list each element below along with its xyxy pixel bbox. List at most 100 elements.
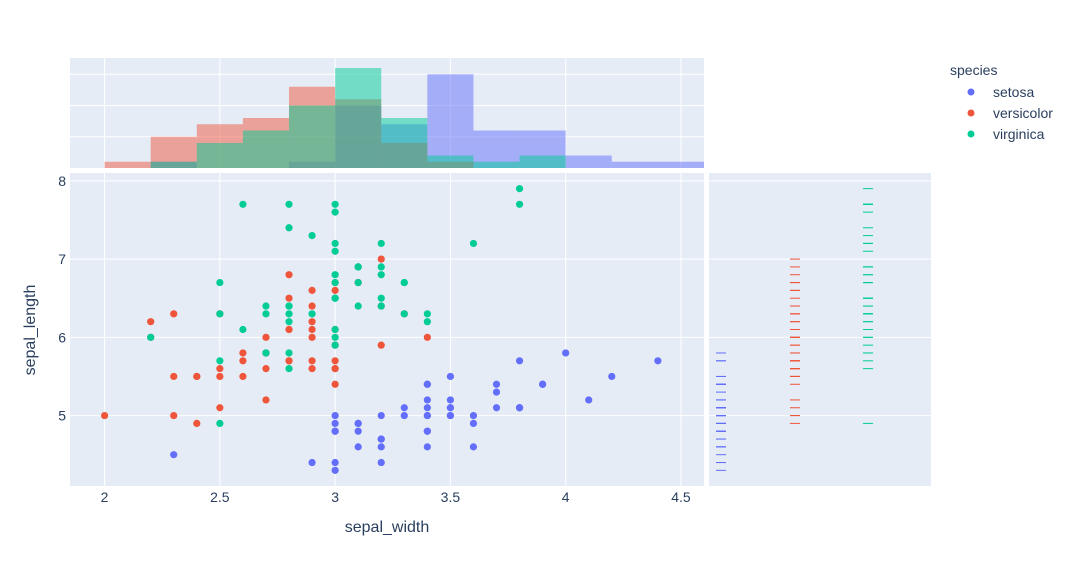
marginal-histogram: [104, 68, 704, 168]
scatter-plot-area: [70, 173, 704, 486]
point-virginica: [331, 239, 339, 248]
x-tick-label: 4.5: [671, 489, 691, 505]
histogram-bar-setosa: [657, 161, 704, 168]
point-versicolor: [331, 365, 339, 373]
point-setosa: [331, 458, 339, 467]
point-virginica: [354, 263, 362, 271]
histogram-bar-setosa: [611, 161, 658, 168]
point-virginica: [308, 310, 316, 318]
rug-plot-area: [709, 173, 931, 486]
point-virginica: [216, 278, 224, 287]
point-versicolor: [377, 341, 385, 349]
point-virginica: [216, 310, 224, 318]
point-virginica: [285, 318, 293, 326]
point-virginica: [331, 341, 339, 349]
x-tick-label: 4: [562, 489, 570, 505]
histogram-bar-versicolor: [104, 161, 151, 168]
histogram-bar-virginica: [427, 155, 474, 168]
point-virginica: [377, 294, 385, 302]
point-versicolor: [239, 372, 247, 381]
point-virginica: [354, 278, 362, 287]
point-setosa: [354, 443, 362, 451]
point-versicolor: [262, 333, 270, 341]
point-virginica: [331, 278, 339, 287]
point-setosa: [377, 435, 385, 443]
y-tick-label: 8: [58, 173, 66, 189]
point-setosa: [423, 396, 431, 404]
point-setosa: [539, 380, 547, 388]
histogram-bar-virginica: [519, 155, 566, 168]
point-setosa: [515, 404, 524, 412]
point-setosa: [400, 411, 408, 420]
y-axis-title: sepal_length: [22, 285, 39, 376]
point-setosa: [492, 388, 501, 396]
point-virginica: [216, 357, 224, 365]
legend-item-versicolor[interactable]: versicolor: [967, 105, 1054, 121]
legend-label-versicolor: versicolor: [993, 105, 1053, 121]
point-virginica: [285, 302, 293, 310]
point-virginica: [354, 302, 362, 310]
point-setosa: [562, 349, 570, 357]
y-tick-label: 5: [58, 408, 66, 424]
legend-marker-setosa: [967, 88, 975, 96]
x-axis-title: sepal_width: [345, 519, 430, 536]
point-virginica: [423, 310, 431, 318]
legend-marker-virginica: [967, 130, 975, 138]
point-virginica: [377, 271, 385, 279]
point-versicolor: [239, 349, 247, 357]
y-tick-label: 6: [58, 329, 66, 345]
point-virginica: [239, 200, 247, 208]
histogram-bar-virginica: [473, 161, 520, 168]
y-tick-labels: 5 6 7 8: [58, 173, 66, 424]
point-setosa: [423, 443, 431, 451]
x-tick-labels: 2 2.5 3 3.5 4 4.5: [101, 489, 691, 505]
point-setosa: [492, 404, 501, 412]
point-virginica: [515, 185, 524, 193]
point-virginica: [377, 302, 385, 310]
point-versicolor: [193, 419, 201, 427]
point-virginica: [331, 247, 339, 255]
point-versicolor: [331, 286, 339, 294]
point-versicolor: [285, 325, 293, 334]
point-virginica: [423, 318, 431, 326]
point-virginica: [377, 239, 385, 248]
point-setosa: [608, 372, 616, 381]
point-versicolor: [308, 302, 316, 310]
x-tick-label: 2.5: [210, 489, 230, 505]
point-setosa: [400, 404, 408, 412]
point-setosa: [331, 427, 339, 435]
point-virginica: [400, 310, 408, 318]
legend-label-setosa: setosa: [993, 84, 1034, 100]
point-versicolor: [147, 318, 155, 326]
point-setosa: [654, 357, 662, 365]
point-versicolor: [308, 357, 316, 365]
gridlines: [70, 58, 931, 486]
point-virginica: [262, 349, 270, 357]
point-versicolor: [262, 365, 270, 373]
marginal-rug: [716, 188, 873, 471]
legend-item-virginica[interactable]: virginica: [967, 126, 1045, 142]
point-virginica: [147, 333, 155, 341]
point-setosa: [308, 458, 316, 467]
point-versicolor: [331, 357, 339, 365]
point-versicolor: [285, 357, 293, 365]
legend-item-setosa[interactable]: setosa: [967, 84, 1035, 100]
point-versicolor: [308, 333, 316, 341]
point-setosa: [354, 419, 362, 427]
point-versicolor: [262, 396, 270, 404]
point-virginica: [262, 310, 270, 318]
point-virginica: [400, 278, 408, 287]
point-versicolor: [100, 411, 109, 420]
x-tick-label: 2: [101, 489, 109, 505]
point-virginica: [216, 419, 224, 427]
point-virginica: [331, 294, 339, 302]
point-setosa: [446, 372, 454, 381]
point-setosa: [331, 411, 339, 420]
histogram-bar-virginica: [150, 161, 197, 168]
point-setosa: [446, 396, 454, 404]
point-virginica: [285, 310, 293, 318]
histogram-bar-virginica: [242, 130, 290, 168]
point-versicolor: [308, 325, 316, 334]
point-virginica: [239, 325, 247, 334]
